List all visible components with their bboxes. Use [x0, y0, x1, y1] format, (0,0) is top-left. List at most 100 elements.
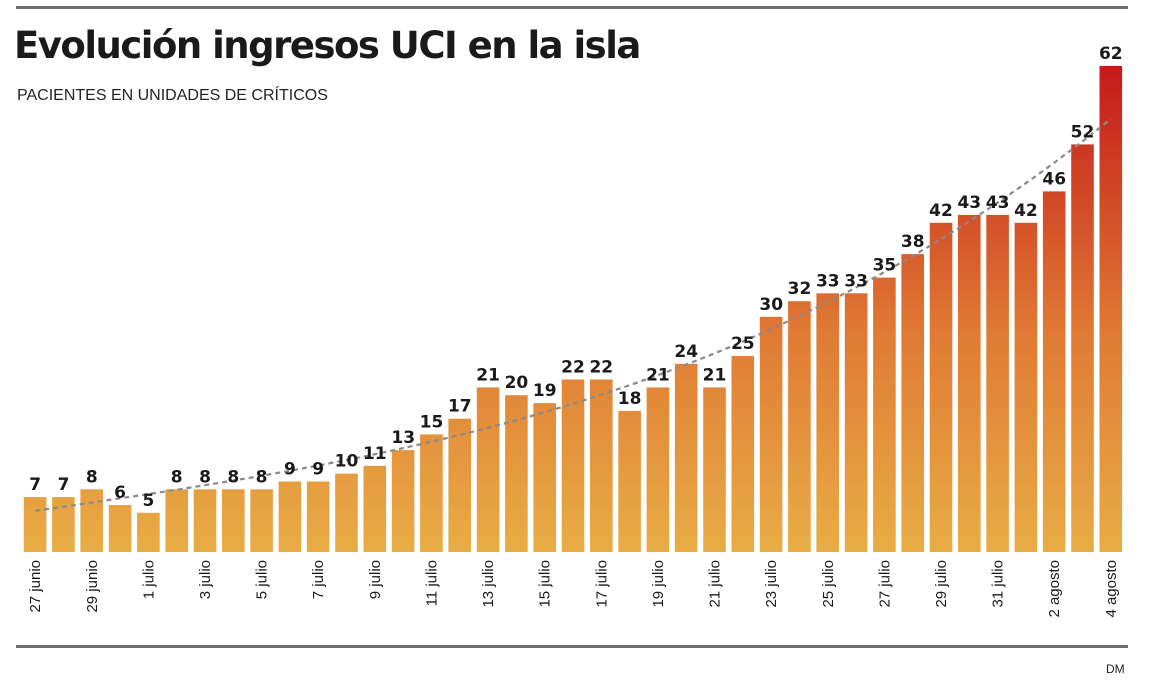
data-label: 38 [901, 232, 925, 252]
x-tick-label: 1 julio [140, 560, 157, 599]
bar [674, 363, 698, 552]
data-label: 9 [284, 460, 296, 480]
data-label: 22 [561, 358, 585, 378]
data-label: 35 [873, 256, 897, 276]
data-label: 6 [114, 483, 126, 503]
data-label: 46 [1042, 169, 1066, 189]
bar [618, 410, 641, 552]
data-label: 20 [505, 373, 529, 393]
bar [561, 379, 585, 552]
chart-subtitle: PACIENTES EN UNIDADES DE CRÍTICOS [17, 87, 328, 104]
x-tick-label: 27 julio [876, 560, 893, 608]
bar [816, 293, 839, 552]
data-label: 30 [759, 295, 783, 315]
bar [165, 489, 188, 552]
data-label: 8 [86, 467, 98, 487]
x-tick-label: 29 junio [84, 560, 101, 613]
bar [278, 481, 302, 552]
data-label: 18 [618, 389, 642, 409]
data-label: 33 [816, 271, 840, 291]
data-label: 33 [844, 271, 868, 291]
bar [1014, 222, 1038, 553]
x-tick-label: 11 julio [424, 560, 441, 606]
x-tick-label: 29 julio [933, 560, 950, 608]
data-label: 10 [335, 452, 359, 472]
bar [108, 505, 132, 552]
data-label: 52 [1071, 122, 1095, 142]
trend-line [35, 118, 1112, 512]
chart-title: Evolución ingresos UCI en la isla [14, 24, 641, 67]
bar [703, 387, 726, 552]
data-label: 7 [29, 475, 41, 495]
x-tick-label: 17 julio [593, 560, 610, 608]
data-label: 21 [646, 365, 670, 385]
x-tick-label: 21 julio [707, 560, 724, 608]
source-credit: DM [1106, 662, 1125, 676]
data-label: 13 [391, 428, 415, 448]
x-tick-label: 3 julio [197, 560, 214, 599]
x-tick-label: 5 julio [254, 560, 271, 599]
bar [986, 214, 1009, 552]
bar [335, 473, 358, 552]
bar [844, 293, 868, 552]
x-tick-label: 23 julio [763, 560, 780, 608]
x-tick-label: 31 julio [990, 560, 1007, 608]
bar [788, 301, 811, 552]
data-label: 62 [1099, 44, 1123, 64]
bar [731, 356, 755, 552]
data-label: 17 [448, 397, 472, 417]
top-rule [16, 6, 1128, 9]
bar [873, 277, 896, 552]
data-label: 19 [533, 381, 557, 401]
bar [80, 489, 103, 552]
x-tick-label: 9 julio [367, 560, 384, 599]
x-tick-label: 19 julio [650, 560, 667, 608]
bar [391, 450, 415, 552]
x-tick-label: 25 julio [820, 560, 837, 608]
x-tick-label: 15 julio [537, 560, 554, 608]
data-label: 42 [1014, 201, 1038, 221]
bar [250, 489, 273, 552]
bar [505, 395, 528, 552]
x-tick-label: 2 agosto [1046, 560, 1063, 618]
data-label: 8 [171, 467, 183, 487]
data-label: 8 [227, 467, 239, 487]
data-label: 15 [420, 412, 444, 432]
x-tick-label: 4 agosto [1103, 560, 1120, 618]
bar [1071, 144, 1094, 552]
x-tick-label: 7 julio [310, 560, 327, 599]
bar [306, 481, 330, 552]
bar [759, 316, 783, 552]
data-label: 5 [142, 491, 154, 511]
data-label: 11 [363, 444, 387, 464]
bar [646, 387, 670, 552]
bar [1042, 191, 1066, 552]
bar [193, 489, 217, 552]
bar [958, 214, 981, 552]
bar [363, 465, 387, 552]
data-label: 25 [731, 334, 755, 354]
data-label: 21 [703, 365, 727, 385]
data-label: 42 [929, 201, 953, 221]
bar [590, 379, 613, 552]
bar [929, 222, 953, 553]
data-label: 8 [256, 467, 268, 487]
data-label: 32 [788, 279, 812, 299]
bar [476, 387, 500, 552]
bar [448, 418, 471, 552]
bar [901, 254, 924, 552]
bar [52, 497, 75, 552]
data-label: 21 [476, 365, 500, 385]
x-tick-label: 13 julio [480, 560, 497, 608]
x-tick-label: 27 junio [27, 560, 44, 613]
bar [23, 497, 47, 552]
bar [1099, 66, 1123, 552]
data-label: 7 [58, 475, 70, 495]
data-label: 8 [199, 467, 211, 487]
data-label: 22 [589, 358, 613, 378]
bar [137, 512, 160, 552]
data-label: 24 [674, 342, 698, 362]
data-label: 43 [957, 193, 981, 213]
data-label: 43 [986, 193, 1010, 213]
